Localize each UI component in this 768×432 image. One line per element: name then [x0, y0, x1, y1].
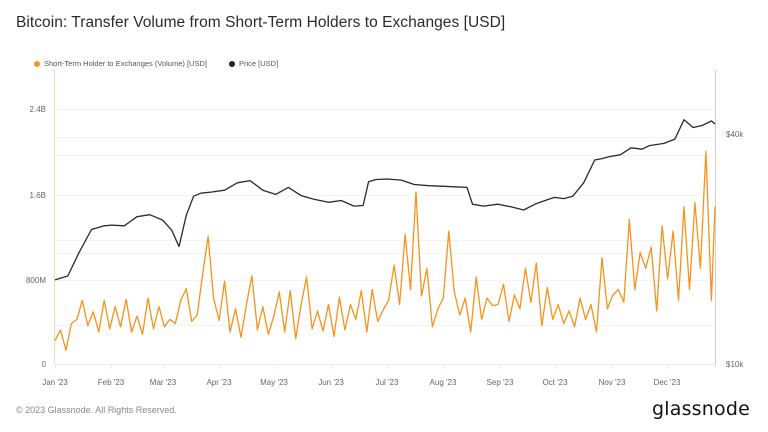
left-axis-ticks: 0 800M 1.6B 2.4B [26, 105, 47, 369]
svg-text:Jul '23: Jul '23 [376, 378, 399, 387]
chart-title: Bitcoin: Transfer Volume from Short-Term… [16, 14, 506, 31]
legend-item-price[interactable]: Price [USD] [228, 59, 279, 68]
svg-text:May '23: May '23 [260, 378, 288, 387]
svg-text:1.6B: 1.6B [30, 191, 46, 200]
svg-text:Aug '23: Aug '23 [430, 378, 457, 387]
legend-label-volume: Short-Term Holder to Exchanges (Volume) … [44, 59, 207, 68]
svg-text:Sep '23: Sep '23 [487, 378, 514, 387]
svg-text:Nov '23: Nov '23 [599, 378, 626, 387]
copyright-footer: © 2023 Glassnode. All Rights Reserved. [16, 405, 177, 415]
legend-dot-icon [34, 60, 40, 67]
volume-series-line [54, 150, 716, 351]
legend-label-price: Price [USD] [238, 59, 279, 68]
svg-text:Mar '23: Mar '23 [150, 378, 177, 387]
svg-text:800M: 800M [26, 276, 46, 285]
chart-legend: Short-Term Holder to Exchanges (Volume) … [34, 59, 278, 68]
gridlines [55, 109, 715, 326]
svg-text:Apr '23: Apr '23 [206, 378, 232, 387]
svg-text:$10k: $10k [726, 360, 744, 369]
x-axis-ticks: Jan '23 Feb '23 Mar '23 Apr '23 May '23 Jun '… [42, 365, 681, 387]
svg-text:Jan '23: Jan '23 [42, 378, 68, 387]
svg-text:2.4B: 2.4B [30, 105, 46, 114]
svg-text:$40k: $40k [726, 130, 744, 139]
legend-dot-icon [228, 60, 235, 67]
glassnode-logo: glassnode [652, 398, 750, 420]
svg-text:Feb '23: Feb '23 [98, 378, 125, 387]
price-series-line [54, 119, 716, 281]
svg-text:Dec '23: Dec '23 [654, 378, 681, 387]
legend-item-volume[interactable]: Short-Term Holder to Exchanges (Volume) … [34, 59, 207, 68]
right-axis-ticks: $10k $40k [726, 130, 744, 369]
svg-text:Jun '23: Jun '23 [318, 378, 344, 387]
svg-text:0: 0 [42, 360, 47, 369]
svg-text:Oct '23: Oct '23 [542, 378, 568, 387]
